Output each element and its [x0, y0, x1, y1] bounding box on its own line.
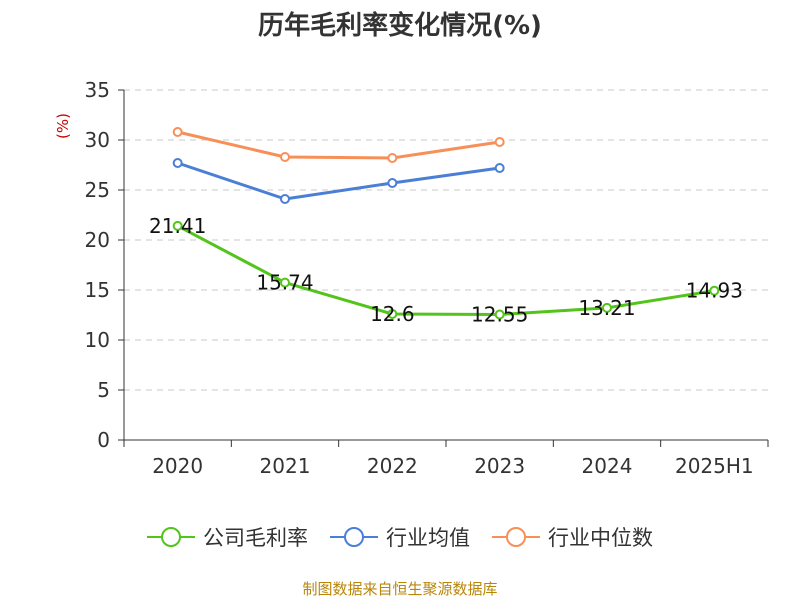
- data-label: 12.55: [471, 303, 528, 327]
- legend-label: 公司毛利率: [203, 526, 308, 550]
- data-label: 14.93: [686, 279, 743, 303]
- series-line: [177, 130, 500, 160]
- legend-label: 行业均值: [386, 526, 470, 550]
- data-label: 21.41: [149, 214, 206, 238]
- data-point[interactable]: [172, 158, 183, 168]
- data-point[interactable]: [494, 137, 505, 147]
- legend: 公司毛利率 行业均值 行业中位数: [147, 526, 653, 550]
- data-point[interactable]: [494, 163, 505, 173]
- data-label: 13.21: [578, 296, 635, 320]
- series-line: [177, 161, 500, 201]
- data-point[interactable]: [387, 153, 398, 163]
- data-point[interactable]: [172, 220, 183, 231]
- data-point[interactable]: [280, 277, 290, 288]
- series-1: [172, 158, 505, 204]
- legend-item[interactable]: 行业中位数: [492, 526, 653, 550]
- y-tick-label: 5: [97, 378, 110, 402]
- legend-item[interactable]: 行业均值: [330, 526, 470, 550]
- y-tick-label: 0: [97, 428, 110, 452]
- data-point[interactable]: [709, 285, 720, 296]
- legend-marker-icon: [344, 527, 364, 547]
- data-point[interactable]: [280, 152, 290, 162]
- x-tick-label: 2021: [260, 454, 311, 478]
- data-point[interactable]: [280, 194, 290, 204]
- x-tick-label: 2024: [582, 454, 633, 478]
- data-label: 12.6: [370, 302, 415, 326]
- gridlines: [124, 89, 768, 391]
- legend-item[interactable]: 公司毛利率: [147, 526, 308, 550]
- data-point[interactable]: [602, 302, 612, 313]
- legend-label: 行业中位数: [548, 526, 653, 550]
- x-tick-label: 2020: [152, 454, 203, 478]
- data-labels: 21.41 15.74 12.6 12.55 13.21 14.93: [149, 214, 743, 327]
- x-tick-label: 2022: [367, 454, 418, 478]
- data-point[interactable]: [387, 309, 398, 319]
- y-tick-label: 10: [85, 328, 110, 352]
- y-tick-label: 20: [85, 228, 110, 252]
- y-tick-label: 25: [85, 178, 110, 202]
- y-axis-label: (%): [54, 113, 72, 139]
- series-0: [172, 220, 720, 320]
- series-line: [176, 224, 715, 316]
- chart-title: 历年毛利率变化情况(%): [258, 10, 542, 41]
- legend-marker-icon: [161, 527, 181, 547]
- legend-marker-icon: [506, 527, 526, 547]
- data-label: 15.74: [256, 271, 313, 295]
- x-tick-label: 2023: [474, 454, 525, 478]
- series-2: [172, 127, 505, 163]
- data-point[interactable]: [172, 127, 183, 137]
- y-tick-label: 30: [85, 128, 110, 152]
- y-tick-label: 15: [85, 278, 110, 302]
- axes: 0 5 10 15 20 25 30 35 2020 2021 2022 2023 2024 2025H1: [85, 78, 769, 478]
- x-tick-label: 2025H1: [675, 454, 754, 478]
- y-tick-label: 35: [85, 78, 110, 102]
- source-note: 制图数据来自恒生聚源数据库: [302, 580, 497, 598]
- data-point[interactable]: [387, 178, 398, 188]
- series-group: [172, 127, 720, 320]
- data-point[interactable]: [494, 309, 505, 320]
